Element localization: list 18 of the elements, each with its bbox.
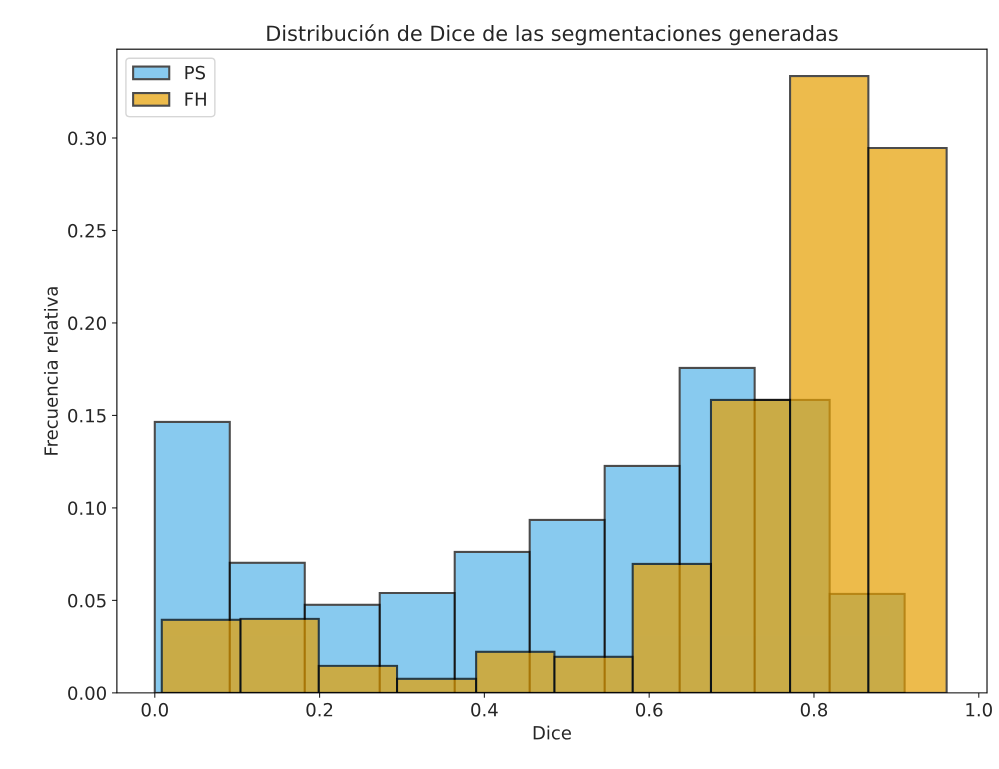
x-tick-label: 0.2 xyxy=(306,702,332,717)
y-tick-label: 0.20 xyxy=(68,316,106,330)
chart-title: Distribución de Dice de las segmentaciones generadas xyxy=(267,24,838,46)
y-tick-label: 0.25 xyxy=(68,224,106,238)
y-tick-label: 0.10 xyxy=(68,501,106,516)
legend-label: PS xyxy=(185,66,206,80)
x-tick-label: 0.8 xyxy=(800,702,828,717)
x-tick-label: 0.4 xyxy=(471,702,498,717)
x-tick-label: 1.0 xyxy=(966,702,992,717)
y-tick-label: 0.05 xyxy=(68,594,106,608)
x-axis-title: Dice xyxy=(534,726,571,740)
x-tick-label: 0.6 xyxy=(636,702,662,717)
x-tick-label: 0.0 xyxy=(142,702,168,717)
legend-label: FH xyxy=(185,92,206,106)
y-axis-title: Frecuencia relativa xyxy=(44,287,58,455)
y-tick-label: 0.30 xyxy=(68,131,106,146)
y-tick-label: 0.15 xyxy=(68,408,106,423)
y-tick-label: 0.00 xyxy=(68,686,106,700)
